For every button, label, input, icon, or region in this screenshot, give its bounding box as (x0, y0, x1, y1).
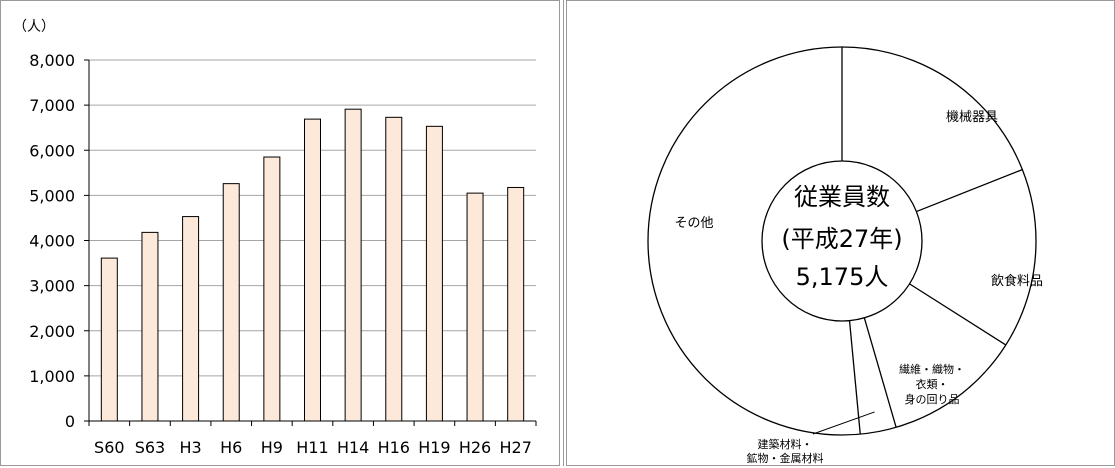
slice-boundary (848, 320, 861, 435)
x-tick-label: H6 (220, 438, 242, 457)
y-tick-label: 4,000 (29, 232, 75, 251)
bar (263, 156, 281, 422)
center-label-line: 5,175人 (796, 263, 889, 291)
x-tick-label: H3 (179, 438, 201, 457)
bar-chart-panel: （人） 0 1,000 2,000 3,000 4,000 5,000 6,000 7,000 8… (0, 0, 560, 466)
slice-label-line: 鉱物・金属材料 (747, 451, 824, 465)
x-tick-label: H9 (261, 438, 283, 457)
slice-label-line: 身の回り品 (905, 392, 960, 406)
slice-label-line: その他 (674, 216, 713, 231)
slice-label: その他 (674, 216, 713, 231)
panel-divider (563, 0, 564, 466)
pie-chart-panel: 機械器具飲食料品繊維・織物・衣類・身の回り品建築材料・鉱物・金属材料 その他 従業員… (566, 0, 1115, 466)
bar (141, 231, 159, 422)
x-tick-label: H27 (499, 438, 531, 457)
slice-boundary (909, 283, 1007, 346)
slice-label-line: 機械器具 (946, 110, 998, 125)
y-tick-label: 6,000 (29, 141, 75, 160)
x-tick-label: H11 (296, 438, 328, 457)
slice-label-line: 飲食料品 (991, 273, 1043, 289)
y-tick-label: 5,000 (29, 186, 75, 205)
slice-label-line: 建築材料・ (758, 437, 813, 451)
pie-center-hole (761, 160, 923, 322)
bar-chart: （人） 0 1,000 2,000 3,000 4,000 5,000 6,000 7,000 8… (13, 19, 537, 457)
y-axis-unit-label: （人） (13, 19, 55, 35)
bar (222, 183, 240, 422)
bar (466, 192, 484, 422)
slice-boundary (863, 317, 897, 428)
y-tick-label: 7,000 (29, 96, 75, 115)
center-label-line: (平成27年) (781, 225, 902, 253)
slice-label: 飲食料品 (991, 273, 1043, 289)
slice-label-line: 衣類・ (916, 377, 949, 391)
center-label-line: 従業員数 (794, 183, 890, 211)
x-tick-label: H19 (418, 438, 450, 457)
y-tick-label: 1,000 (29, 367, 75, 386)
slice-boundary (916, 168, 1023, 213)
bar (182, 216, 200, 422)
slice-label: 繊維・織物・衣類・身の回り品 (899, 362, 965, 406)
bar (344, 108, 362, 422)
x-tick-label: S60 (94, 438, 125, 457)
bar (100, 257, 118, 422)
bar (304, 118, 321, 422)
y-tick-label: 2,000 (29, 322, 75, 341)
bar (385, 116, 403, 422)
x-tick-label: H16 (378, 438, 410, 457)
slice-label-line: 繊維・織物・ (899, 362, 965, 376)
x-tick-label: S63 (135, 438, 166, 457)
slice-label: 機械器具 (946, 110, 998, 125)
x-tick-label: H14 (337, 438, 369, 457)
bar (507, 186, 525, 422)
slice-label: 建築材料・鉱物・金属材料 (747, 437, 824, 465)
y-tick-label: 0 (65, 412, 75, 431)
x-tick-label: H26 (459, 438, 491, 457)
y-tick-label: 3,000 (29, 277, 75, 296)
leader-line (812, 411, 875, 435)
bar (425, 125, 443, 422)
y-tick-label: 8,000 (29, 51, 75, 70)
